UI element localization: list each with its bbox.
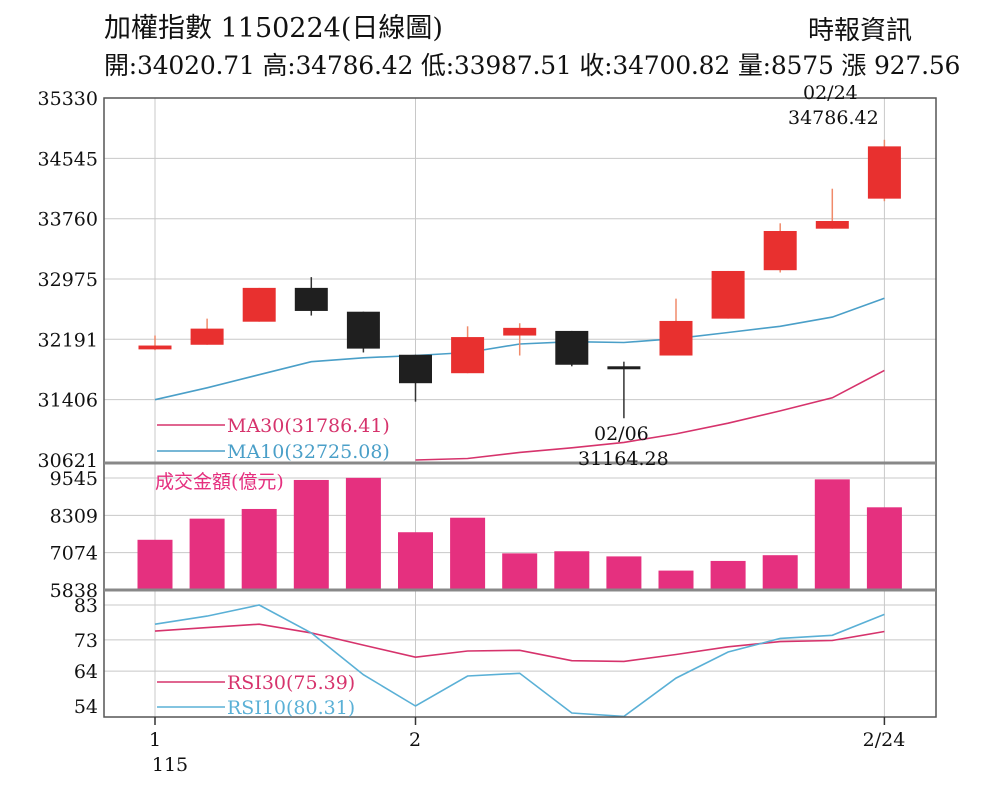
rsi-lines xyxy=(154,604,885,717)
y-tick-label: 5838 xyxy=(50,580,98,602)
volume-panel xyxy=(137,477,902,590)
volume-bar xyxy=(606,556,642,590)
y-tick-label: 31406 xyxy=(38,390,98,412)
grid-lines xyxy=(104,97,936,717)
low-date-annotation: 02/06 xyxy=(594,423,649,445)
volume-bar xyxy=(450,517,486,590)
ma30-line xyxy=(415,369,885,461)
volume-legend: 成交金額(億元) xyxy=(155,471,284,493)
y-tick-label: 73 xyxy=(74,630,98,652)
volume-bar xyxy=(554,551,590,590)
high-date-annotation: 02/24 xyxy=(803,82,858,104)
volume-bar xyxy=(345,477,381,590)
candle-body xyxy=(138,345,172,350)
volume-bar xyxy=(762,555,798,590)
volume-bar xyxy=(137,539,173,590)
candle-body xyxy=(451,337,485,374)
panel-frames xyxy=(103,97,937,718)
y-tick-label: 33760 xyxy=(38,209,98,231)
candle-body xyxy=(763,230,797,271)
volume-bar xyxy=(658,570,694,590)
price-panel xyxy=(138,139,901,461)
rsi10-line xyxy=(154,604,885,717)
candle-body xyxy=(711,270,745,319)
candle-body xyxy=(294,287,328,311)
y-tick-label: 35330 xyxy=(38,88,98,110)
low-value-annotation: 31164.28 xyxy=(578,448,669,470)
high-value-annotation: 34786.42 xyxy=(788,107,879,129)
y-tick-label: 83 xyxy=(74,595,98,617)
y-tick-label: 34545 xyxy=(38,148,98,170)
x-tick-label: 2/24 xyxy=(863,729,906,751)
ma30-legend: MA30(31786.41) xyxy=(227,415,390,437)
candle-body xyxy=(607,366,641,370)
y-tick-label: 32191 xyxy=(38,329,98,351)
volume-bar xyxy=(398,532,433,590)
volume-bar xyxy=(710,560,746,590)
price-stats: 開:34020.71 高:34786.42 低:33987.51 收:34700… xyxy=(104,51,961,80)
y-tick-label: 32975 xyxy=(38,269,98,291)
candle-body xyxy=(346,311,380,349)
ma10-legend: MA10(32725.08) xyxy=(227,441,390,463)
volume-bar xyxy=(814,479,850,590)
x-tick-label: 1 xyxy=(149,729,161,751)
chart-title: 加權指數 1150224(日線圖) xyxy=(104,13,443,44)
rsi-panel xyxy=(154,604,885,717)
y-tick-label: 30621 xyxy=(38,450,98,472)
volume-bar xyxy=(502,553,538,590)
candle-body xyxy=(815,220,849,229)
y-tick-label: 64 xyxy=(74,661,98,683)
x-subtick-label: 115 xyxy=(152,754,188,776)
volume-bar xyxy=(866,507,902,590)
y-tick-label: 9545 xyxy=(50,468,98,490)
axis-labels: 30621 31406 32191 32975 33760 34545 35330 5838 7… xyxy=(38,88,886,725)
x-tick-label: 2 xyxy=(409,729,421,751)
y-tick-label: 54 xyxy=(74,696,98,718)
volume-bar xyxy=(293,479,329,590)
candle-body xyxy=(659,320,693,356)
candle-body xyxy=(399,354,432,384)
y-tick-label: 7074 xyxy=(50,543,98,565)
rsi30-legend: RSI30(75.39) xyxy=(227,672,355,694)
volume-bar xyxy=(189,518,225,590)
candle-body xyxy=(190,328,224,345)
candle-body xyxy=(242,287,276,322)
volume-bar xyxy=(241,508,277,590)
source-label: 時報資訊 xyxy=(808,16,913,46)
chart-frame xyxy=(103,97,937,718)
y-tick-label: 8309 xyxy=(50,505,98,527)
candle-body xyxy=(555,330,589,365)
candle-body xyxy=(867,146,901,199)
candle-body xyxy=(503,327,537,336)
rsi30-line xyxy=(154,623,885,663)
rsi10-legend: RSI10(80.31) xyxy=(227,697,355,719)
